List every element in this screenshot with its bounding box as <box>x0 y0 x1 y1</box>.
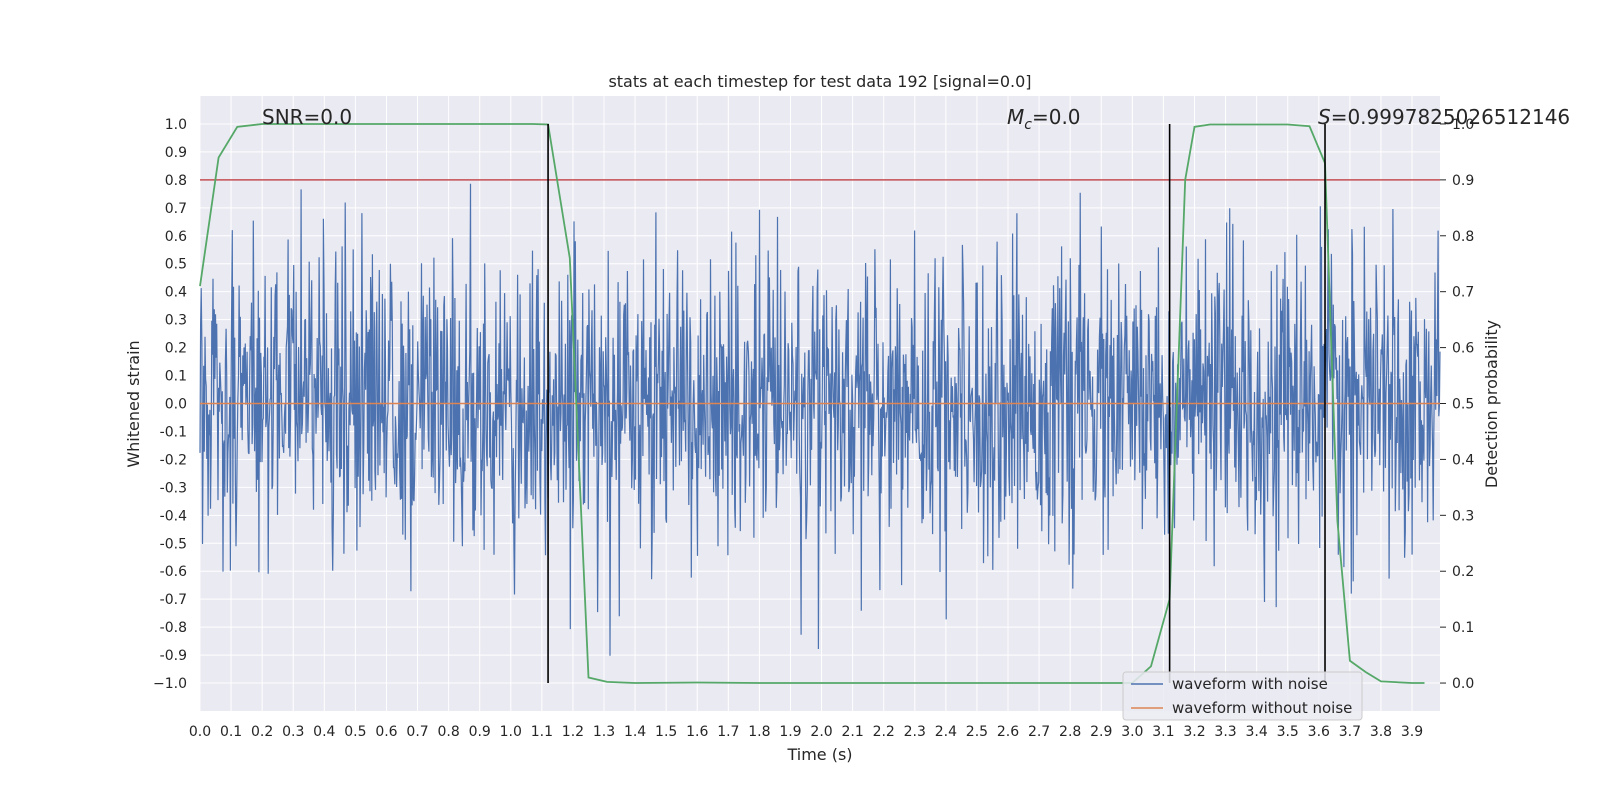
x-axis-label: Time (s) <box>786 745 852 764</box>
x-tick-label: 2.2 <box>873 724 895 740</box>
x-tick-label: 2.8 <box>1059 724 1081 740</box>
y2-ticks: 1.0 0.9 0.8 0.7 0.6 0.5 0.4 0.3 0.2 0.1 0.0 <box>1440 117 1474 692</box>
y2-tick-label: 0.0 <box>1452 676 1474 692</box>
legend-label-noise: waveform with noise <box>1172 675 1328 693</box>
legend-box <box>1122 671 1363 721</box>
y-tick-label: 0.8 <box>165 173 187 189</box>
x-tick-label: 0.7 <box>406 724 428 740</box>
x-tick-label: 3.1 <box>1152 724 1174 740</box>
y-tick-label: -0.4 <box>160 508 187 524</box>
s-value: =0.9997825026512146 <box>1331 105 1570 129</box>
x-tick-label: 2.6 <box>997 724 1019 740</box>
y2-tick-label: 0.8 <box>1452 229 1474 245</box>
x-ticks: 0.0 0.1 0.2 0.3 0.4 0.5 0.6 0.7 0.8 0.9 1.0 1.1 1.2 1… <box>189 724 1423 740</box>
y-tick-label: -0.6 <box>160 564 187 580</box>
x-tick-label: 0.6 <box>375 724 397 740</box>
noise-series <box>199 183 1441 656</box>
x-tick-label: 3.6 <box>1308 724 1330 740</box>
x-tick-label: 2.9 <box>1090 724 1112 740</box>
y-tick-label: 0.9 <box>165 145 187 161</box>
y-tick-label: 0.7 <box>165 201 187 217</box>
y-tick-label: 0.4 <box>165 285 187 301</box>
y2-tick-label: 0.2 <box>1452 564 1474 580</box>
line-series <box>199 123 1440 684</box>
y-tick-label: 0.3 <box>165 313 187 329</box>
mc-annotation: Mc=0.0 <box>1007 105 1081 133</box>
y-tick-label: 0.5 <box>165 257 187 273</box>
x-tick-label: 1.9 <box>779 724 801 740</box>
y-tick-label: -0.3 <box>160 480 187 496</box>
x-tick-label: 0.1 <box>220 724 242 740</box>
y-tick-label: -0.7 <box>160 592 187 608</box>
y2-tick-label: 1.0 <box>1452 117 1474 133</box>
y2-tick-label: 0.4 <box>1452 452 1474 468</box>
x-tick-label: 3.9 <box>1401 724 1423 740</box>
x-tick-label: 0.5 <box>344 724 366 740</box>
y-tick-label: 0.2 <box>165 341 187 357</box>
x-tick-label: 2.0 <box>810 724 832 740</box>
x-tick-label: 3.0 <box>1121 724 1143 740</box>
x-tick-label: 0.2 <box>251 724 273 740</box>
x-tick-label: 3.4 <box>1246 724 1268 740</box>
x-tick-label: 1.0 <box>500 724 522 740</box>
x-tick-label: 3.2 <box>1183 724 1205 740</box>
x-tick-label: 1.7 <box>717 724 739 740</box>
x-tick-label: 1.4 <box>624 724 646 740</box>
mc-subscript: c <box>1024 117 1032 133</box>
x-tick-label: 2.1 <box>841 724 863 740</box>
legend-label-clean: waveform without noise <box>1172 699 1352 717</box>
y-tick-label: -0.9 <box>160 648 187 664</box>
mc-value: =0.0 <box>1032 105 1081 129</box>
x-tick-label: 0.3 <box>282 724 304 740</box>
detection-probability-line <box>199 123 1425 684</box>
detection-markers <box>547 123 1326 684</box>
x-tick-label: 1.2 <box>562 724 584 740</box>
y-tick-label: -0.1 <box>160 424 187 440</box>
mc-symbol: M <box>1007 105 1024 129</box>
y2-tick-label: 0.5 <box>1452 397 1474 413</box>
y-tick-label: −1.0 <box>153 676 187 692</box>
x-tick-label: 2.5 <box>966 724 988 740</box>
x-tick-label: 1.8 <box>748 724 770 740</box>
x-tick-label: 3.5 <box>1277 724 1299 740</box>
y2-tick-label: 0.7 <box>1452 285 1474 301</box>
y-axis-label: Whitened strain <box>124 340 143 467</box>
y-tick-label: -0.5 <box>160 536 187 552</box>
y2-tick-label: 0.9 <box>1452 173 1474 189</box>
x-tick-label: 1.6 <box>686 724 708 740</box>
y2-tick-label: 0.3 <box>1452 508 1474 524</box>
x-tick-label: 1.5 <box>655 724 677 740</box>
x-tick-label: 3.3 <box>1214 724 1236 740</box>
y-tick-label: 0.1 <box>165 369 187 385</box>
x-tick-label: 2.7 <box>1028 724 1050 740</box>
x-tick-label: 3.8 <box>1370 724 1392 740</box>
y-tick-label: 1.0 <box>165 117 187 133</box>
legend: waveform with noise waveform without noi… <box>1122 671 1363 721</box>
y2-tick-label: 0.6 <box>1452 341 1474 357</box>
snr-annotation: SNR=0.0 <box>262 105 352 129</box>
y2-axis-label: Detection probability <box>1482 320 1501 488</box>
y-tick-label: -0.2 <box>160 452 187 468</box>
y-tick-label: 0.0 <box>165 397 187 413</box>
s-annotation: S=0.9997825026512146 <box>1318 105 1570 129</box>
x-tick-label: 2.4 <box>935 724 957 740</box>
x-tick-label: 3.7 <box>1339 724 1361 740</box>
x-tick-label: 0.4 <box>313 724 335 740</box>
noise-waveform <box>199 183 1441 656</box>
y2-tick-label: 0.1 <box>1452 620 1474 636</box>
x-tick-label: 0.8 <box>437 724 459 740</box>
x-tick-label: 1.1 <box>531 724 553 740</box>
x-tick-label: 0.9 <box>469 724 491 740</box>
x-tick-label: 0.0 <box>189 724 211 740</box>
chart-title: stats at each timestep for test data 192… <box>608 72 1031 91</box>
s-symbol: S <box>1318 105 1331 129</box>
x-tick-label: 1.3 <box>593 724 615 740</box>
y-ticks: 1.0 0.9 0.8 0.7 0.6 0.5 0.4 0.3 0.2 0.1 0.0 -0.1 -0.… <box>153 117 187 692</box>
y-tick-label: 0.6 <box>165 229 187 245</box>
y-tick-label: -0.8 <box>160 620 187 636</box>
x-tick-label: 2.3 <box>904 724 926 740</box>
